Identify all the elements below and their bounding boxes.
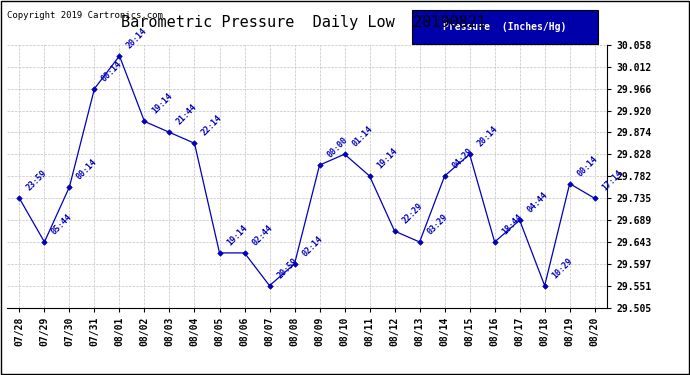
Text: 19:14: 19:14	[225, 224, 249, 248]
Text: Copyright 2019 Cartronics.com: Copyright 2019 Cartronics.com	[7, 11, 163, 20]
Text: 04:29: 04:29	[450, 146, 474, 171]
Text: 00:14: 00:14	[100, 59, 124, 83]
Text: 05:44: 05:44	[50, 212, 74, 237]
Text: Barometric Pressure  Daily Low  20190821: Barometric Pressure Daily Low 20190821	[121, 15, 486, 30]
Text: 23:59: 23:59	[25, 169, 49, 193]
Text: 20:59: 20:59	[275, 256, 299, 280]
Text: 22:14: 22:14	[200, 114, 224, 138]
Text: 10:29: 10:29	[550, 256, 574, 280]
Text: 18:44: 18:44	[500, 212, 524, 237]
Text: Pressure  (Inches/Hg): Pressure (Inches/Hg)	[444, 22, 567, 32]
Text: 19:14: 19:14	[150, 92, 174, 116]
Text: 22:29: 22:29	[400, 201, 424, 225]
Text: 00:00: 00:00	[325, 135, 349, 159]
Text: 17:14: 17:14	[600, 169, 624, 193]
Text: 03:29: 03:29	[425, 212, 449, 237]
Text: 02:14: 02:14	[300, 234, 324, 258]
FancyBboxPatch shape	[412, 10, 598, 44]
Text: 02:44: 02:44	[250, 224, 274, 248]
Text: 20:14: 20:14	[475, 124, 500, 148]
Text: 00:14: 00:14	[575, 154, 600, 178]
Text: 21:44: 21:44	[175, 103, 199, 127]
Text: 20:14: 20:14	[125, 26, 149, 50]
Text: 19:14: 19:14	[375, 146, 400, 171]
Text: 04:44: 04:44	[525, 190, 549, 214]
Text: 01:14: 01:14	[350, 124, 374, 148]
Text: 00:14: 00:14	[75, 158, 99, 182]
